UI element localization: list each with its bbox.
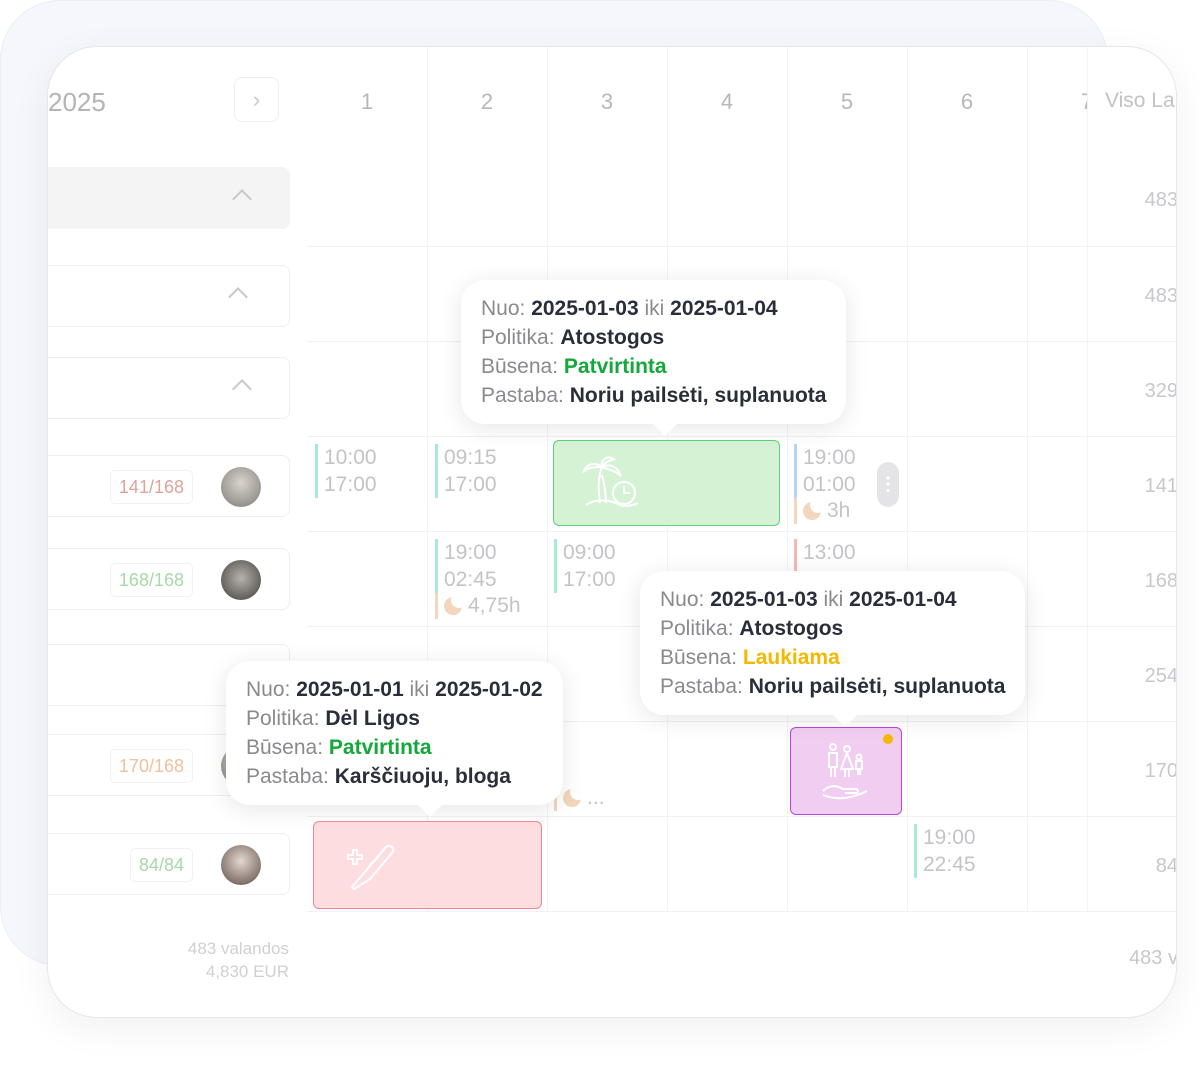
day-header: 5 [840, 89, 854, 114]
grid-line [787, 47, 788, 911]
day-header: 6 [960, 89, 974, 114]
row-total: 483 [1144, 285, 1177, 307]
grid-line [1027, 47, 1028, 911]
row-total: 483 [1144, 189, 1177, 211]
pending-dot [883, 734, 893, 744]
absence-tooltip: Nuo: 2025-01-03 iki 2025-01-04 Politika:… [461, 280, 847, 436]
shift[interactable]: 19:00 01:00 3h [794, 444, 856, 524]
family-hand-icon [822, 743, 868, 800]
moon-icon [803, 502, 821, 520]
palm-tree-clock-icon [582, 456, 639, 507]
hours-badge: 141/168 [109, 470, 193, 504]
chevron-right-icon: › [252, 86, 261, 112]
grid-line [307, 911, 1176, 912]
group-row-toggle[interactable] [48, 167, 290, 229]
avatar [221, 845, 261, 885]
absence-tooltip: Nuo: 2025-01-03 iki 2025-01-04 Politika:… [640, 571, 1026, 727]
more-options-button[interactable]: ⋮ [877, 462, 899, 507]
hours-badge: 170/168 [109, 749, 193, 783]
grand-total: 483 v [1129, 947, 1177, 969]
employee-row[interactable]: 168/168 [48, 548, 290, 610]
grid-line [427, 47, 428, 911]
schedule-card: 2025 › 1 2 3 4 5 6 7 Viso La 141/168 168… [47, 46, 1177, 1018]
next-month-button[interactable]: › [234, 77, 279, 122]
family-leave-block[interactable] [790, 727, 902, 815]
chevron-up-icon [228, 287, 248, 307]
moon-icon [563, 789, 581, 807]
grid-line [1087, 47, 1088, 911]
grid-line [307, 246, 1176, 247]
kebab-icon: ⋮ [879, 474, 897, 494]
year-label: 2025 [48, 87, 106, 117]
chevron-up-icon [232, 379, 252, 399]
avatar [221, 560, 261, 600]
grid-line [307, 721, 1176, 722]
day-header: 3 [600, 89, 614, 114]
grid-line [547, 47, 548, 911]
row-total: 254 [1144, 665, 1177, 687]
absence-tooltip: Nuo: 2025-01-01 iki 2025-01-02 Politika:… [226, 661, 563, 817]
employee-row[interactable]: 84/84 [48, 833, 290, 895]
vacation-block[interactable] [553, 440, 780, 526]
employee-row[interactable]: 141/168 [48, 455, 290, 517]
sick-leave-block[interactable] [313, 821, 542, 909]
shift[interactable]: 10:00 17:00 [315, 444, 377, 498]
avatar [221, 467, 261, 507]
shift[interactable]: 19:00 02:45 4,75h [435, 539, 521, 619]
row-total: 170 [1144, 760, 1177, 782]
total-column-header: Viso La [1105, 89, 1175, 112]
moon-icon [444, 597, 462, 615]
hours-badge: 84/84 [129, 848, 193, 882]
row-total: 84 [1155, 855, 1177, 877]
group-row-toggle[interactable] [48, 265, 290, 327]
hours-badge: 168/168 [109, 563, 193, 597]
row-total: 168 [1144, 570, 1177, 592]
shift[interactable]: 19:00 22:45 [914, 824, 976, 878]
shift[interactable]: 09:15 17:00 [435, 444, 497, 498]
chevron-up-icon [232, 189, 252, 209]
grid-line [907, 47, 908, 911]
shift[interactable]: 09:00 17:00 [554, 539, 616, 593]
shift[interactable]: 13:00 [794, 539, 856, 593]
day-header: 1 [360, 89, 374, 114]
footer-summary: 483 valandos 4,830 EUR [187, 939, 289, 981]
day-header: 2 [480, 89, 494, 114]
day-header: 7 [1027, 89, 1087, 115]
grid-line [307, 816, 1176, 817]
grid-line [307, 531, 1176, 532]
row-total: 141 [1144, 475, 1177, 497]
day-header: 4 [720, 89, 734, 114]
thermometer-icon [347, 844, 395, 891]
group-row-toggle[interactable] [48, 357, 290, 419]
row-total: 329 [1144, 380, 1177, 402]
grid-line [307, 436, 1176, 437]
